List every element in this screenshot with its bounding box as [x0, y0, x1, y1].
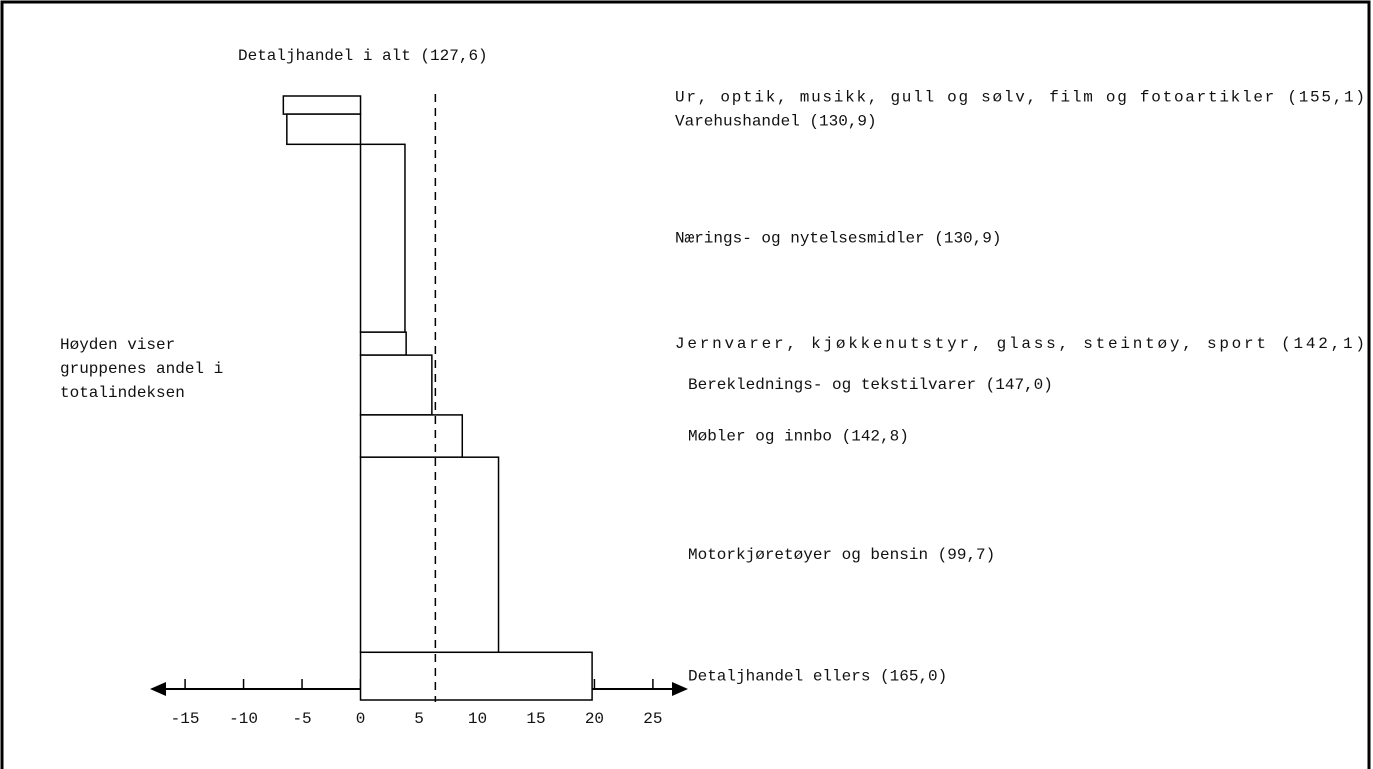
reference-label: Detaljhandel i alt (127,6): [238, 47, 488, 65]
arrow-right: [672, 682, 688, 696]
category-label: Detaljhandel ellers (165,0): [688, 667, 947, 685]
category-label: Bereklednings- og tekstilvarer (147,0): [688, 376, 1053, 394]
arrow-left: [150, 682, 166, 696]
category-label: Ur, optik, musikk, gull og sølv, film og…: [675, 88, 1365, 106]
bar: [359, 143, 406, 333]
x-tick-label: 20: [585, 710, 604, 728]
x-tick-label: -5: [292, 710, 311, 728]
bar: [359, 414, 464, 458]
bar: [359, 354, 433, 416]
bar: [359, 456, 500, 654]
category-label: Møbler og innbo (142,8): [688, 427, 909, 445]
bar: [359, 651, 593, 701]
bar: [359, 331, 407, 356]
note-line: gruppenes andel i: [60, 360, 223, 378]
category-label: Nærings- og nytelsesmidler (130,9): [675, 229, 1001, 247]
category-label: Jernvarer, kjøkkenutstyr, glass, steintø…: [675, 335, 1365, 353]
x-tick-label: 0: [356, 710, 366, 728]
note-line: Høyden viser: [60, 336, 175, 354]
x-tick-label: -15: [171, 710, 200, 728]
category-label: Varehushandel (130,9): [675, 112, 877, 130]
x-tick-label: 10: [468, 710, 487, 728]
x-tick-label: -10: [229, 710, 258, 728]
x-tick-label: 25: [643, 710, 662, 728]
x-tick-label: 15: [526, 710, 545, 728]
bar: [286, 113, 362, 146]
bar: [282, 95, 362, 115]
note-line: totalindeksen: [60, 384, 185, 402]
category-label: Motorkjøretøyer og bensin (99,7): [688, 546, 995, 564]
x-tick-label: 5: [414, 710, 424, 728]
